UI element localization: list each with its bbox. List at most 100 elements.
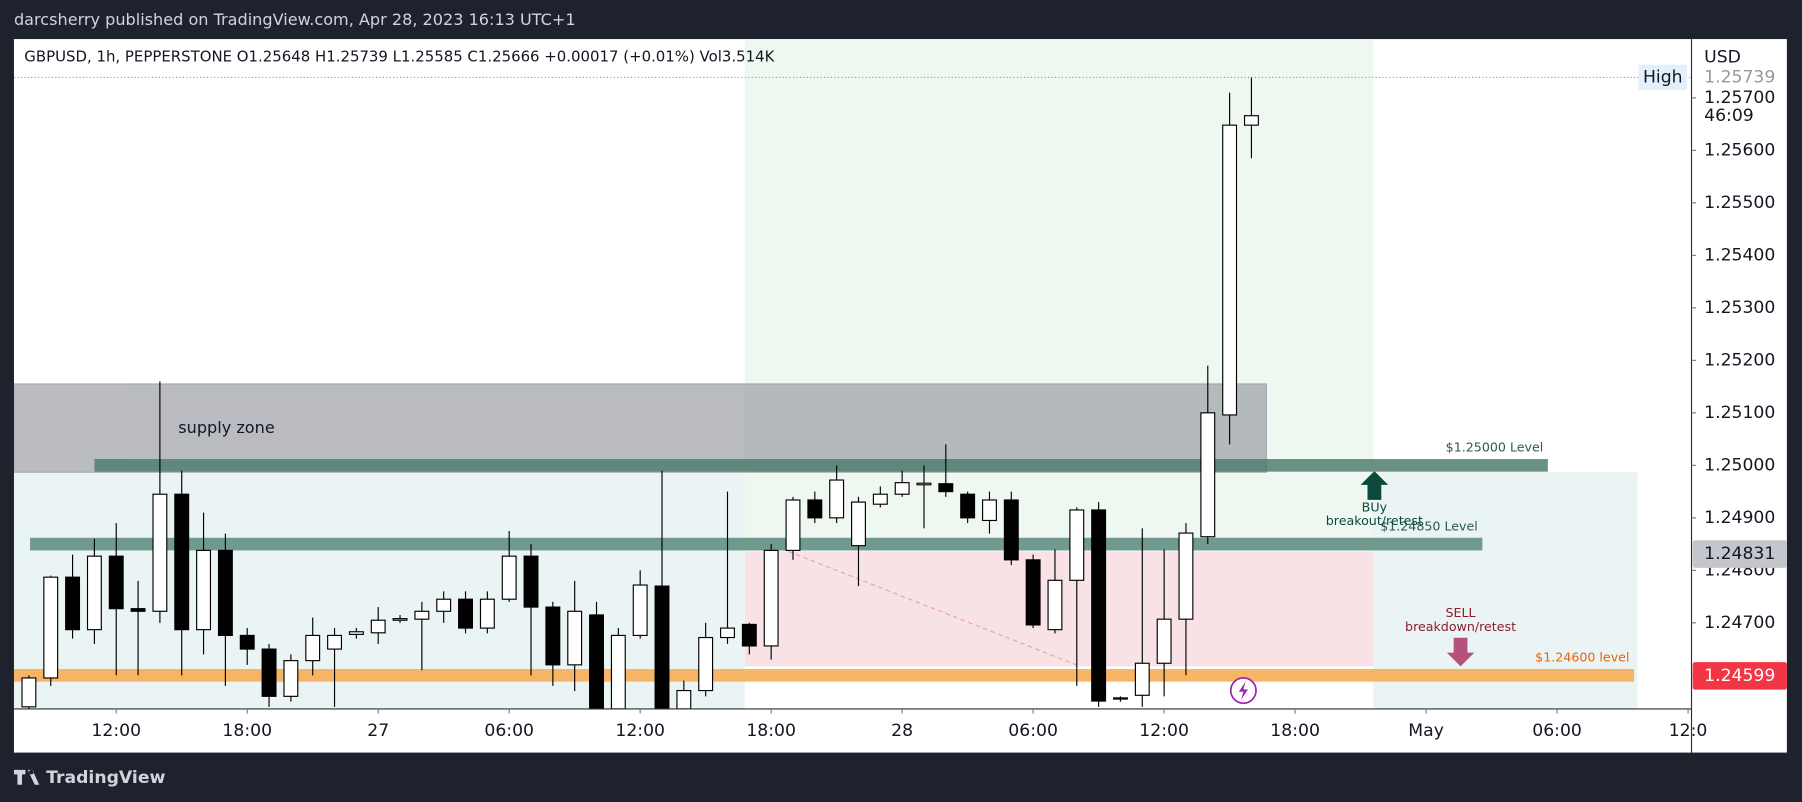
candle-body: [86, 555, 102, 631]
y-tick-label: 1.24900: [1704, 508, 1775, 528]
x-tick-label: 06:00: [484, 721, 534, 741]
x-tick-label: 12:0: [1669, 721, 1708, 741]
price-label-bg: [1692, 540, 1787, 568]
candle-body: [676, 689, 692, 709]
x-tick-label: 18:00: [222, 721, 272, 741]
candle-body: [632, 584, 648, 637]
x-tick-label: 06:00: [1008, 721, 1058, 741]
candle-body: [348, 631, 364, 635]
candle-body: [21, 677, 37, 708]
x-tick-label: 12:00: [615, 721, 665, 741]
countdown: 46:09: [1704, 106, 1754, 126]
candle-body: [43, 576, 59, 679]
candle-body: [392, 618, 408, 621]
candle-body: [130, 608, 146, 612]
candle-body: [916, 482, 932, 486]
candle-body: [938, 483, 954, 493]
candle-body: [108, 555, 124, 610]
signal-label: SELL: [1446, 605, 1476, 620]
price-label: 1.24599: [1704, 666, 1775, 686]
candle-body: [327, 634, 343, 650]
candle-body: [545, 606, 561, 666]
candle-body: [174, 493, 190, 631]
candle-body: [1222, 124, 1238, 416]
y-tick-label: 1.25500: [1704, 193, 1775, 213]
y-tick-label: 1.24700: [1704, 613, 1775, 633]
alert-bolt: [1238, 681, 1248, 700]
candle-body: [196, 549, 212, 631]
candle-body: [479, 598, 495, 629]
level-band: [30, 537, 1483, 551]
candle-body: [65, 576, 81, 631]
candle-body: [763, 549, 779, 647]
axes: 1.246001.247001.248001.249001.250001.251…: [91, 64, 1787, 741]
profit-zone: [744, 39, 1374, 552]
candle-body: [1091, 509, 1107, 702]
x-tick-label: 12:00: [1139, 721, 1189, 741]
x-tick-label: 18:00: [1270, 721, 1320, 741]
candle-body: [501, 555, 517, 600]
candle-body: [217, 549, 233, 637]
signal-label: BUy: [1362, 499, 1388, 514]
x-tick-label: 12:00: [91, 721, 141, 741]
currency: USD: [1704, 47, 1741, 67]
candle-body: [283, 660, 299, 697]
candle-body: [1200, 412, 1216, 538]
y-tick-label: 1.25700: [1704, 88, 1775, 108]
countdown-bg: [1698, 105, 1779, 127]
plot-area: supply zone $1.25000 Level $1.24850 Level $…: [13, 39, 1692, 709]
candle-body: [720, 627, 735, 639]
candle-body: [1047, 579, 1063, 631]
candle-body: [741, 623, 757, 647]
candle-body: [239, 634, 255, 650]
level-label: $1.24850 Level: [1380, 518, 1478, 533]
candle-body: [829, 479, 845, 519]
published-line: darcsherry published on TradingView.com,…: [14, 10, 576, 29]
symbol-legend: GBPUSD, 1h, PEPPERSTONE O1.25648 H1.2573…: [24, 47, 775, 65]
candle-body: [436, 598, 452, 612]
candle-body: [1243, 115, 1259, 126]
high-label: High: [1643, 67, 1683, 87]
candle-body: [807, 499, 823, 519]
supply-zone-label: supply zone: [178, 418, 275, 437]
buy-arrow: [1360, 471, 1389, 500]
signal-note: breakout/retest: [1326, 513, 1423, 528]
level-band: [94, 459, 1548, 472]
candle-body: [698, 636, 714, 692]
candle-body: [1178, 532, 1194, 620]
candle-body: [589, 614, 604, 709]
dashed-path: [788, 550, 1081, 667]
y-tick-label: 1.25000: [1704, 455, 1775, 475]
candle-body: [152, 493, 168, 612]
brand-logo: [13, 769, 40, 785]
y-tick-label: 1.25300: [1704, 298, 1775, 318]
signal-note: breakdown/retest: [1405, 619, 1516, 634]
high-badge: [1638, 64, 1687, 91]
candle-body: [872, 493, 888, 505]
level-label: $1.25000 Level: [1446, 440, 1544, 455]
high-value: 1.25739: [1704, 67, 1775, 87]
candle-body: [1003, 499, 1019, 561]
brand: TradingView: [46, 768, 165, 788]
candle-body: [851, 501, 866, 547]
price-label: 1.24831: [1704, 544, 1775, 564]
candle-body: [1069, 509, 1085, 581]
candle-body: [523, 555, 539, 608]
candle-body: [894, 482, 910, 495]
candle-body: [261, 648, 277, 697]
candle-body: [305, 634, 321, 662]
candle-body: [370, 619, 386, 634]
y-tick-label: 1.25100: [1704, 403, 1775, 423]
candle-body: [567, 610, 583, 666]
candle-body: [458, 598, 473, 629]
y-tick-label: 1.25400: [1704, 245, 1775, 265]
candle-body: [1025, 559, 1041, 626]
candle-body: [1134, 662, 1150, 696]
candle-body: [414, 610, 430, 620]
y-tick-label: 1.25200: [1704, 350, 1775, 370]
candle-body: [785, 499, 801, 551]
candle-body: [982, 499, 997, 522]
level-band: [13, 669, 1635, 682]
candle-body: [1156, 618, 1172, 664]
y-tick-label: 1.25600: [1704, 140, 1775, 160]
